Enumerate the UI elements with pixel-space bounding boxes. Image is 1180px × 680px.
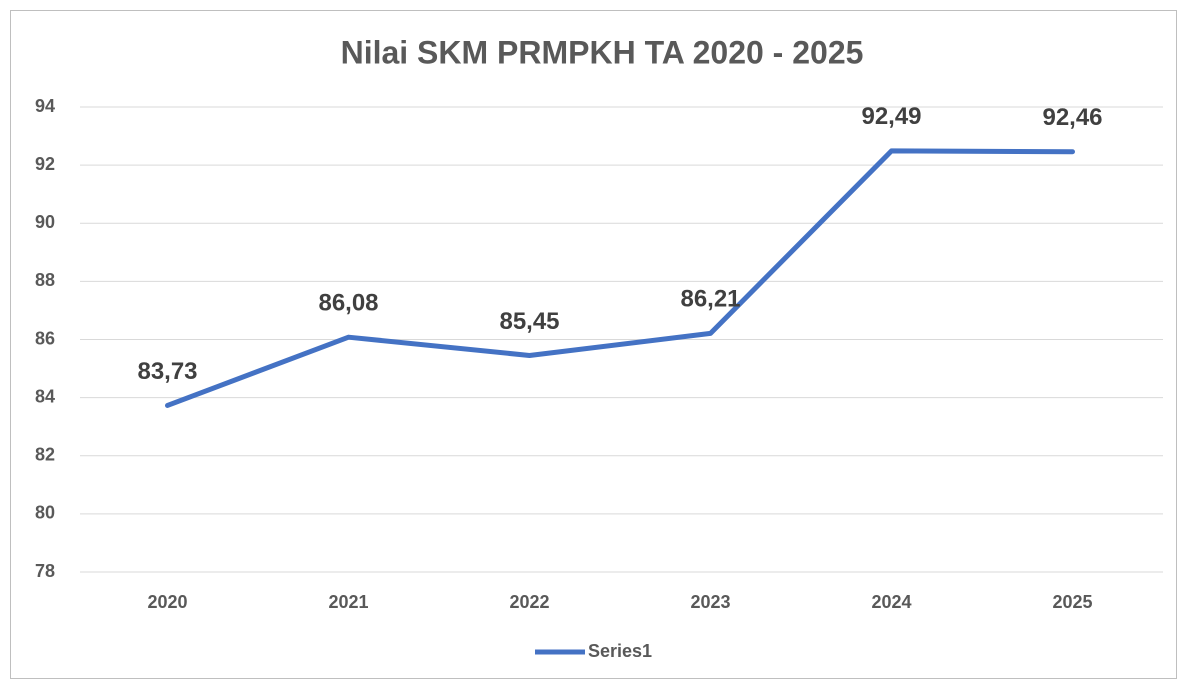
y-tick-label: 94 — [35, 96, 55, 116]
data-label: 92,49 — [861, 103, 921, 130]
y-tick-label: 86 — [35, 328, 55, 348]
x-tick-label: 2022 — [509, 592, 549, 612]
x-tick-label: 2023 — [690, 592, 730, 612]
chart-border — [10, 10, 1177, 679]
x-tick-label: 2021 — [328, 592, 368, 612]
data-label: 86,21 — [680, 286, 740, 313]
y-tick-label: 88 — [35, 270, 55, 290]
chart-title: Nilai SKM PRMPKH TA 2020 - 2025 — [341, 34, 864, 70]
y-tick-label: 92 — [35, 154, 55, 174]
data-line — [165, 148, 1075, 408]
y-tick-label: 80 — [35, 503, 55, 523]
legend-label: Series1 — [588, 641, 652, 661]
y-tick-label: 90 — [35, 212, 55, 232]
x-tick-label: 2020 — [147, 592, 187, 612]
y-tick-label: 82 — [35, 445, 55, 465]
data-label: 92,46 — [1042, 104, 1102, 131]
x-tick-label: 2025 — [1052, 592, 1092, 612]
data-label: 85,45 — [499, 308, 559, 335]
x-tick-label: 2024 — [871, 592, 911, 612]
data-label: 86,08 — [318, 290, 378, 317]
data-label: 83,73 — [137, 358, 197, 385]
y-tick-label: 78 — [35, 561, 55, 581]
y-tick-label: 84 — [35, 386, 55, 406]
